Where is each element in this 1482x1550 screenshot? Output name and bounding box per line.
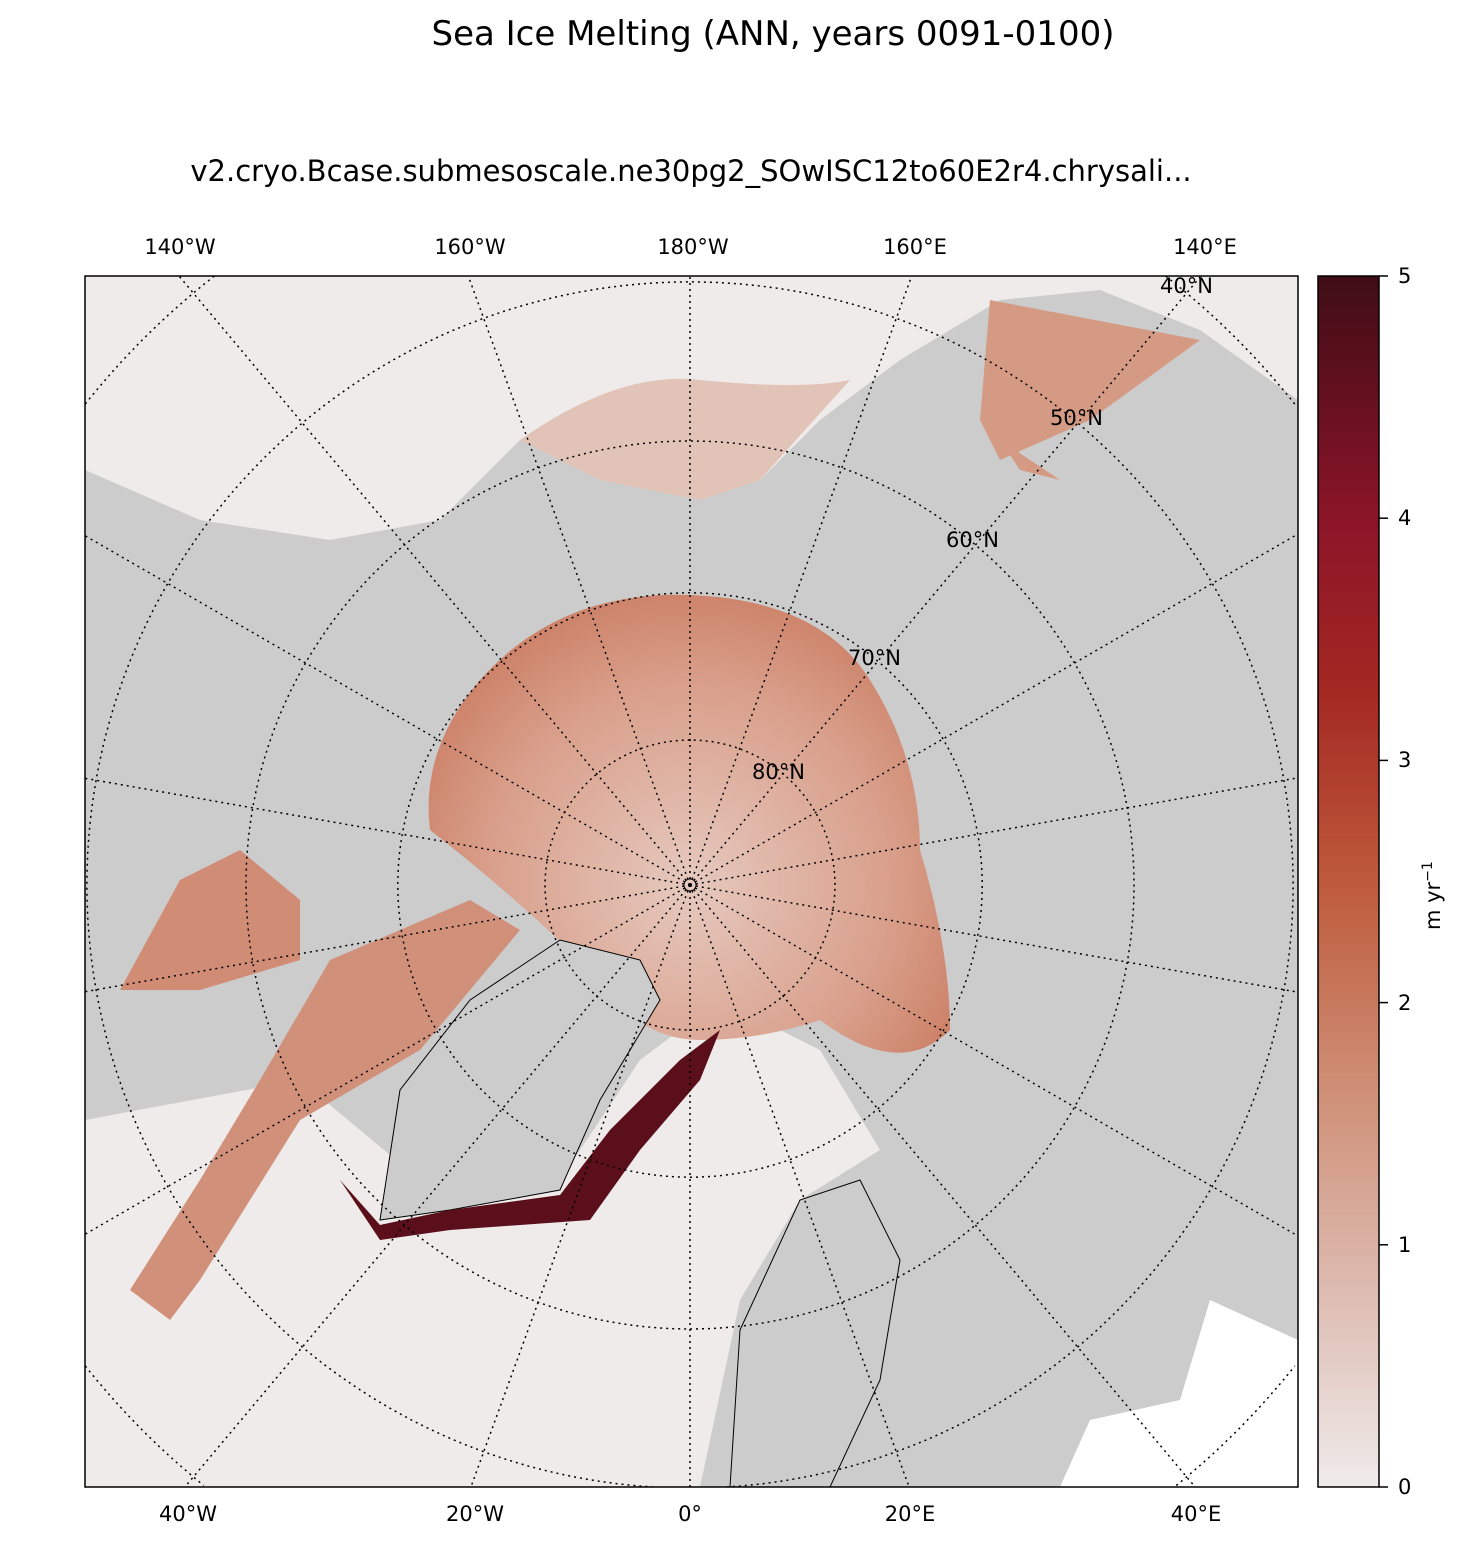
lat-label: 80°N: [752, 760, 805, 784]
colorbar: [1317, 275, 1380, 1488]
meridian-line: [85, 535, 691, 886]
labrador-melt: [130, 900, 520, 1320]
colorbar-unit-exponent: −1: [1420, 861, 1436, 882]
caspian-region: [1060, 1300, 1298, 1487]
map-frame: [84, 275, 1299, 1488]
meridian-line: [689, 777, 1298, 886]
scandinavia: [729, 1179, 901, 1487]
lon-label-bottom: 40°E: [1170, 1502, 1222, 1526]
meridian-line: [689, 276, 913, 886]
graticule: [85, 276, 1298, 1487]
meridian-line: [85, 884, 691, 993]
hudson-bay-melt: [120, 850, 300, 990]
north-pole-marker: [683, 878, 697, 892]
colorbar-ticks: [1379, 275, 1388, 1488]
colorbar-label: m yr−1: [1420, 861, 1445, 930]
meridian-line: [689, 884, 1298, 993]
east-greenland-high-melt: [340, 1030, 720, 1240]
meridian-line: [689, 276, 1202, 886]
meridian-line: [184, 884, 691, 1487]
lat-label: 60°N: [946, 528, 999, 552]
okhotsk-melt: [980, 300, 1200, 480]
lat-label: 40°N: [1160, 274, 1213, 298]
meridian-line: [85, 777, 691, 886]
lat-label: 70°N: [848, 646, 901, 670]
colorbar-tick-label: 0: [1398, 1475, 1412, 1499]
lon-label-top: 140°E: [1173, 235, 1237, 259]
colorbar-tick-label: 1: [1398, 1233, 1412, 1257]
lon-label-bottom: 20°E: [884, 1502, 936, 1526]
lon-label-top: 160°W: [434, 235, 506, 259]
lon-label-bottom: 20°W: [446, 1502, 504, 1526]
lon-label-bottom: 40°W: [159, 1502, 217, 1526]
lon-label-top: 140°W: [144, 235, 216, 259]
lon-label-top: 180°W: [657, 235, 729, 259]
colorbar-tick-label: 2: [1398, 991, 1412, 1015]
latitude-circle: [85, 276, 1296, 1487]
meridian-line: [467, 276, 691, 886]
meridian-line: [85, 884, 691, 1235]
figure-subtitle: v2.cryo.Bcase.submesoscale.ne30pg2_SOwIS…: [190, 154, 1192, 188]
meridian-line: [689, 884, 1196, 1487]
greenland: [379, 939, 661, 1221]
latitude-circle: [397, 592, 983, 1178]
lon-label-top: 160°E: [883, 235, 947, 259]
lat-label: 50°N: [1050, 406, 1103, 430]
latitude-circle: [86, 281, 1294, 1487]
lon-label-bottom: 0°: [678, 1502, 702, 1526]
colorbar-tick-label: 5: [1398, 264, 1412, 288]
colorbar-unit: m yr: [1421, 881, 1445, 930]
colorbar-tick-label: 4: [1398, 506, 1412, 530]
meridian-line: [178, 276, 691, 886]
colorbar-tick-label: 3: [1398, 748, 1412, 772]
figure-title: Sea Ice Melting (ANN, years 0091-0100): [431, 14, 1115, 54]
bering-melt: [520, 378, 850, 500]
